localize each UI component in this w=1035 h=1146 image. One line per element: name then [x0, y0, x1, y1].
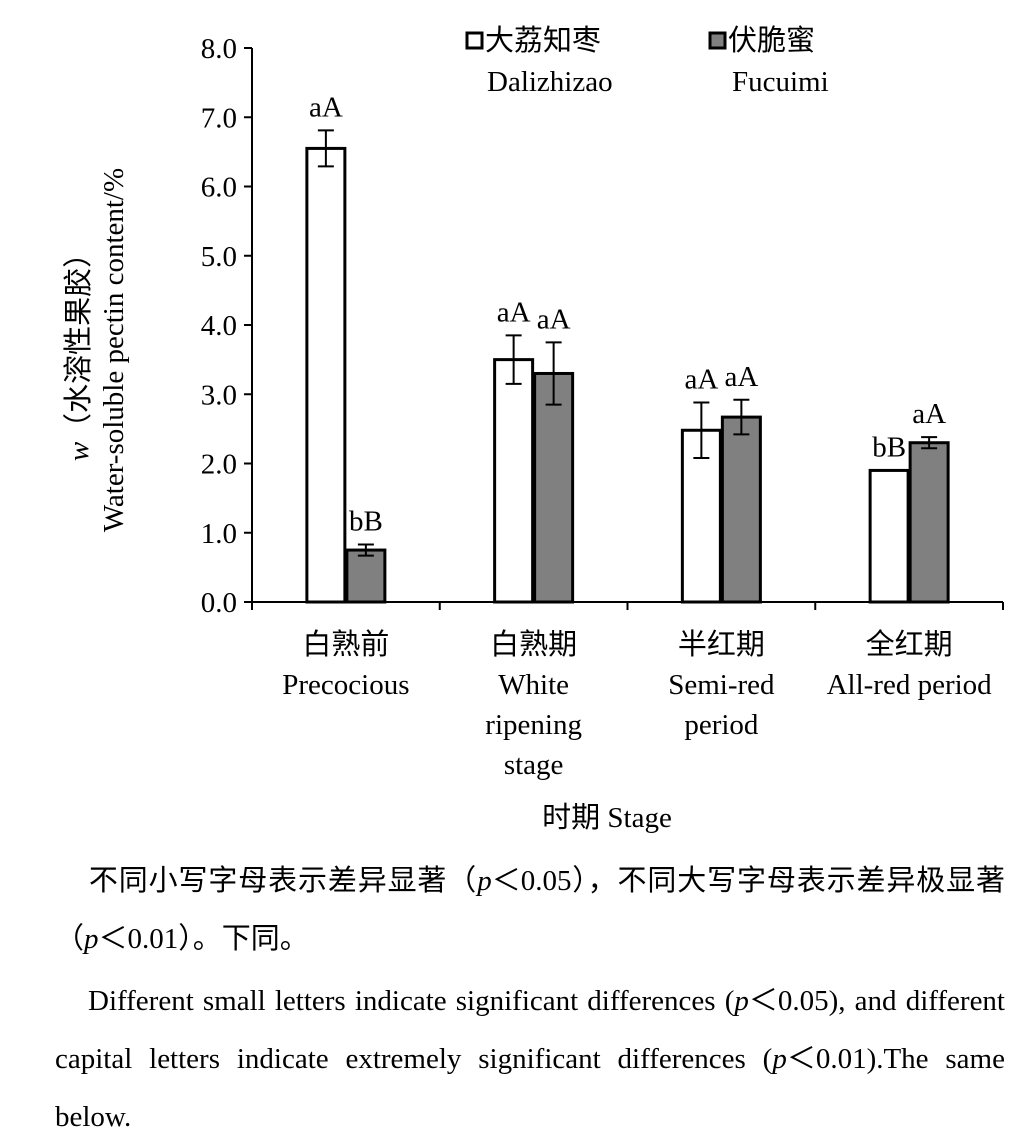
x-tick-label: 白熟期 [490, 628, 577, 661]
footnote-chinese: 不同小写字母表示差异显著（p＜0.05），不同大写字母表示差异极显著（p＜0.0… [55, 865, 1005, 955]
significance-label: aA [724, 361, 758, 393]
significance-label: bB [872, 431, 906, 463]
x-tick-label: Precocious [282, 669, 409, 701]
y-tick-label: 1.0 [201, 518, 237, 550]
significance-label: aA [684, 364, 718, 396]
axes: 0.0 1.0 2.0 3.0 4.0 5.0 6.0 7.0 8.0 [201, 33, 1004, 619]
bar-dalizhizao [305, 146, 347, 604]
bar-fucuimi [345, 548, 387, 604]
bar-dalizhizao [868, 468, 910, 604]
chart: w（水溶性果胶） Water-soluble pectin content/% … [62, 24, 1004, 834]
x-tick-labels: 白熟前 Precocious 白熟期 White ripening stage 半红期 Sem… [282, 628, 992, 781]
y-tick-label: 8.0 [201, 33, 237, 65]
x-tick-label: stage [504, 749, 564, 781]
x-tick-label: All-red period [827, 669, 993, 701]
legend-swatch-dalizhizao [465, 31, 484, 50]
bar-dalizhizao [493, 358, 535, 604]
bar-fucuimi [908, 441, 950, 604]
y-tick-label: 0.0 [201, 587, 237, 619]
legend-label-fucuimi: 伏脆蜜 [728, 24, 815, 57]
x-tick-label: Semi-red [668, 669, 775, 701]
x-tick-label: 白熟前 [302, 628, 389, 661]
x-axis-title: 时期 Stage [542, 801, 672, 834]
x-tick-label: 全红期 [866, 628, 953, 661]
y-tick-label: 7.0 [201, 102, 237, 134]
y-tick-label: 6.0 [201, 172, 237, 204]
y-tick-label: 2.0 [201, 449, 237, 481]
x-tick-label: 半红期 [678, 628, 765, 661]
significance-label: aA [497, 296, 531, 328]
y-tick-label: 5.0 [201, 241, 237, 273]
y-axis-title: w（水溶性果胶） [62, 239, 95, 461]
legend-label-dalizhizao-en: Dalizhizao [487, 66, 613, 98]
legend-swatch-fucuimi [708, 31, 727, 50]
x-tick-label: ripening [485, 709, 582, 741]
y-tick-label: 3.0 [201, 379, 237, 411]
legend: 大荔知枣 Dalizhizao 伏脆蜜 Fucuimi [465, 24, 829, 98]
significance-label: bB [349, 506, 383, 538]
footnote-english: Different small letters indicate signifi… [55, 985, 1005, 1133]
legend-label-fucuimi-en: Fucuimi [732, 66, 829, 98]
x-tick-label: period [684, 709, 759, 741]
significance-label: aA [912, 398, 946, 430]
y-tick-label: 4.0 [201, 310, 237, 342]
legend-label-dalizhizao: 大荔知枣 [485, 24, 601, 57]
bar-fucuimi [720, 415, 762, 604]
y-axis-title-en: Water-soluble pectin content/% [98, 168, 130, 532]
bar-fucuimi [533, 371, 575, 604]
significance-label: aA [537, 303, 571, 335]
x-tick-label: White [498, 669, 569, 701]
significance-label: aA [309, 91, 343, 123]
